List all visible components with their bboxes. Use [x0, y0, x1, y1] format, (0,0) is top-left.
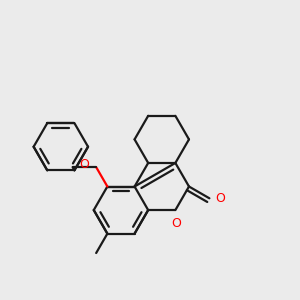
Text: O: O [172, 217, 182, 230]
Text: O: O [79, 158, 89, 171]
Text: O: O [215, 192, 225, 205]
